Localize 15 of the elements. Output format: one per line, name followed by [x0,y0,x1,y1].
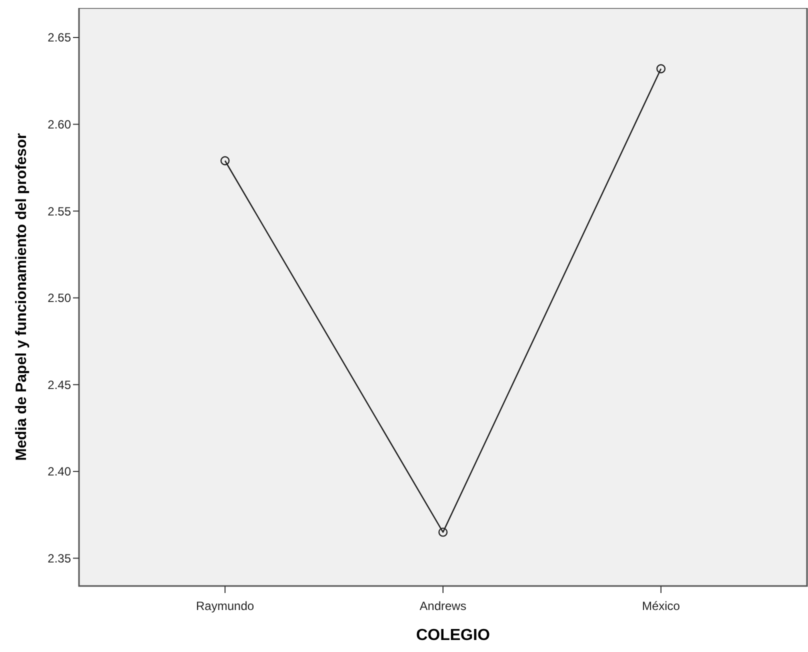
y-axis-title: Media de Papel y funcionamiento del profesor [13,133,30,461]
x-tick-label: Raymundo [196,599,254,613]
point [220,156,230,166]
y-tick-label: 2.65 [48,30,72,45]
y-tick-label: 2.60 [48,117,72,132]
y-tick-label: 2.55 [48,204,72,218]
x-tick-label: Andrews [420,599,466,613]
x-axis-title: COLEGIO [416,627,490,644]
y-tick-label: 2.50 [48,291,72,306]
y-tick-label: 2.45 [48,378,72,392]
y-tick-label: 2.35 [48,551,72,566]
point [656,64,666,74]
x-tick-label: México [642,599,680,613]
y-tick-label: 2.40 [48,464,72,479]
point [438,528,448,537]
